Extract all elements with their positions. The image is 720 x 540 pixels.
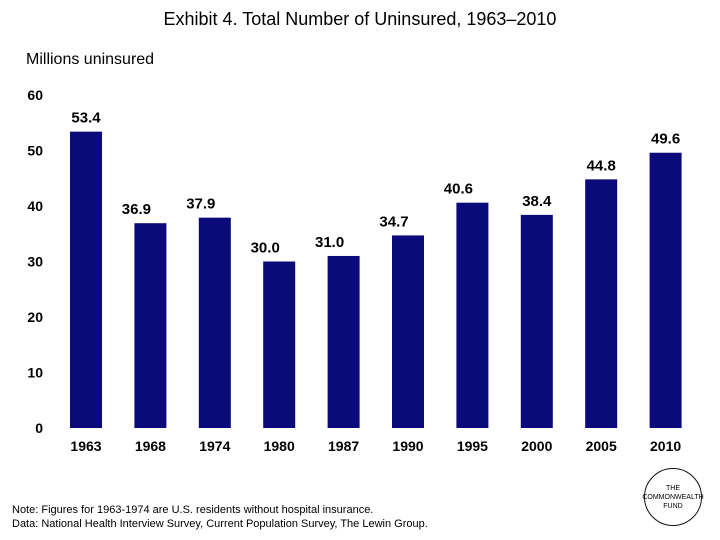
x-tick-label-1990: 1990 [392, 438, 423, 454]
logo-line-3: FUND [663, 503, 683, 510]
x-tick-label-1963: 1963 [70, 438, 101, 454]
logo-line-2: COMMONWEALTH [642, 494, 704, 501]
data-label-1980: 30.0 [251, 240, 280, 257]
bar-1980 [263, 261, 296, 428]
logo-text: THE COMMONWEALTH FUND [636, 484, 710, 511]
x-tick-label-1968: 1968 [135, 438, 166, 454]
data-label-2000: 38.4 [522, 193, 552, 210]
bar-1968 [134, 223, 167, 428]
note-text: Note: Figures for 1963-1974 are U.S. res… [12, 504, 374, 516]
data-label-1990: 34.7 [379, 213, 408, 230]
y-tick-label: 10 [27, 365, 43, 381]
logo-circle [644, 468, 702, 526]
x-tick-label-1987: 1987 [328, 438, 359, 454]
bar-2005 [585, 179, 618, 428]
bar-1995 [456, 202, 489, 428]
chart-title: Exhibit 4. Total Number of Uninsured, 19… [163, 9, 557, 29]
bar-1990 [392, 235, 424, 428]
data-label-2005: 44.8 [587, 157, 616, 174]
bar-2010 [649, 152, 682, 428]
y-tick-label: 50 [27, 143, 43, 159]
data-label-2010: 49.6 [651, 131, 680, 148]
bar-1987 [327, 255, 360, 428]
data-label-1995: 40.6 [444, 181, 473, 198]
footnote: Note: Figures for 1963-1974 are U.S. res… [12, 503, 428, 531]
data-label-1974: 37.9 [186, 196, 215, 213]
data-source-text: Data: National Health Interview Survey, … [12, 518, 428, 530]
logo-line-1: THE [666, 485, 680, 492]
y-tick-label: 30 [27, 254, 43, 270]
y-tick-label: 60 [27, 87, 43, 103]
x-tick-label-1974: 1974 [199, 438, 230, 454]
x-tick-label-2000: 2000 [521, 438, 552, 454]
bar-1974 [198, 217, 231, 428]
x-tick-label-1995: 1995 [457, 438, 488, 454]
data-label-1987: 31.0 [315, 234, 344, 251]
data-label-1963: 53.4 [71, 110, 101, 127]
data-label-1968: 36.9 [122, 201, 151, 218]
y-axis-label: Millions uninsured [26, 51, 155, 68]
y-tick-label: 20 [27, 309, 43, 325]
x-tick-label-2010: 2010 [650, 438, 681, 454]
y-tick-label: 0 [35, 420, 43, 436]
y-tick-label: 40 [27, 198, 43, 214]
x-tick-label-2005: 2005 [586, 438, 617, 454]
commonwealth-fund-logo: THE COMMONWEALTH FUND [630, 462, 720, 534]
bar-1963 [70, 131, 102, 428]
x-tick-label-1980: 1980 [264, 438, 295, 454]
bar-2000 [520, 214, 553, 428]
